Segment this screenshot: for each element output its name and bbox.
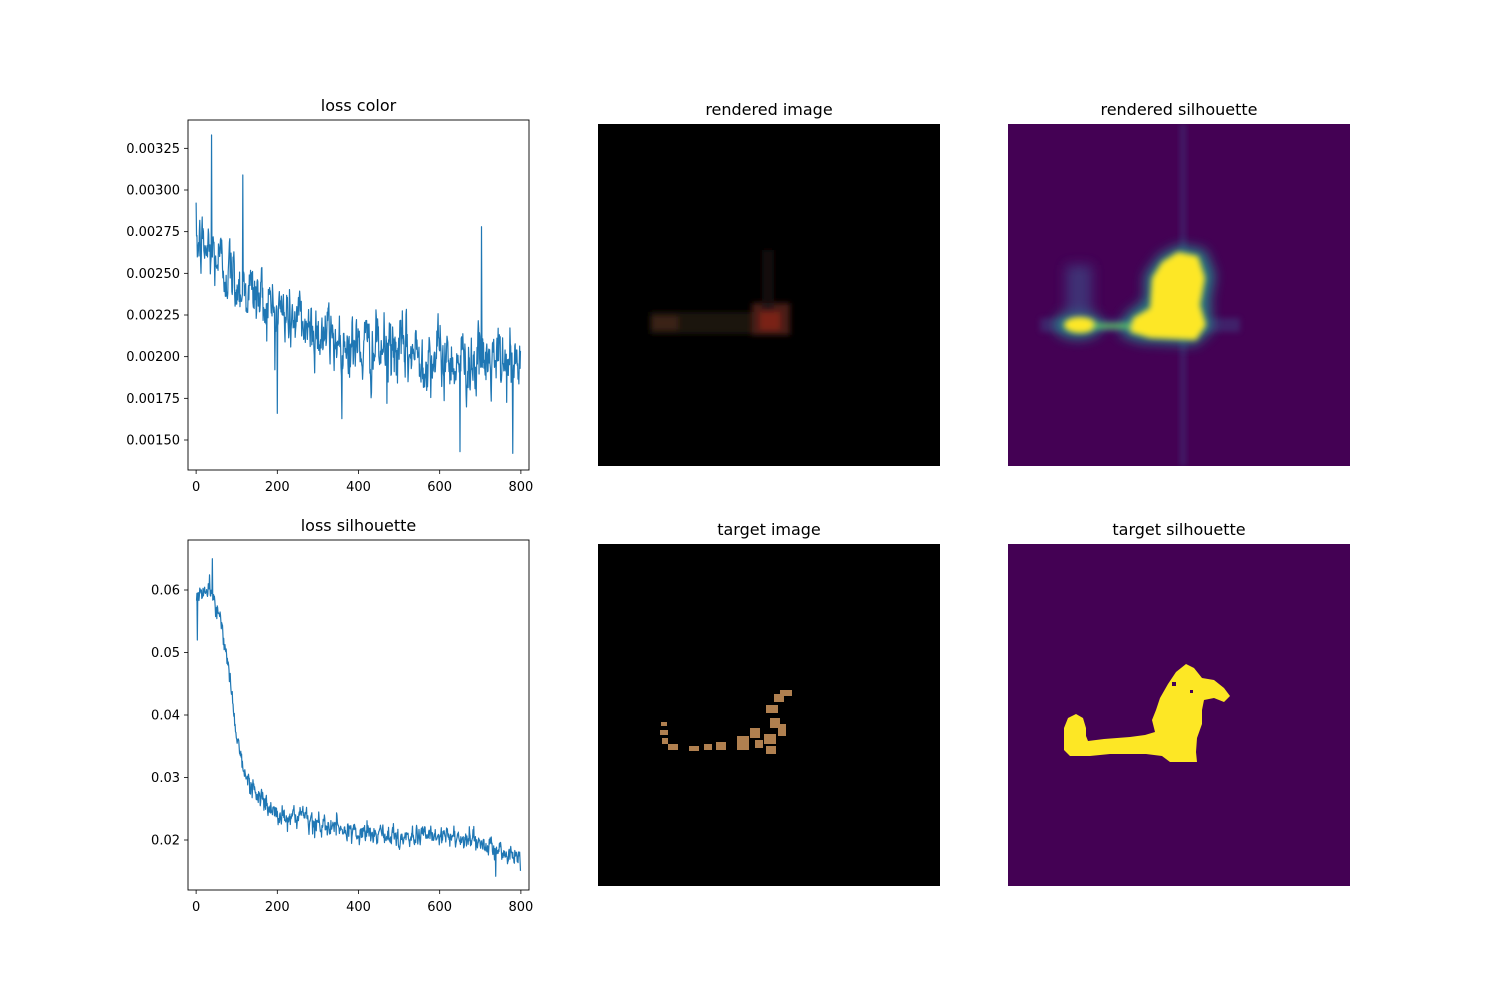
target-image-fragment	[755, 740, 763, 748]
loss-silhouette-y-tick-label: 0.03	[151, 771, 180, 786]
target-image-fragment	[662, 738, 668, 744]
loss-color-title: loss color	[321, 96, 397, 115]
loss-color-x-tick-label: 0	[192, 480, 200, 495]
target-image-fragment	[668, 744, 678, 750]
target-image-fragment	[766, 746, 776, 754]
rendered-image-red-spot	[760, 312, 780, 330]
loss-silhouette-x-tick-label: 400	[346, 900, 371, 915]
target-image-fragment	[766, 705, 778, 713]
target-image-fragment	[770, 718, 780, 728]
target-image-fragment	[660, 730, 668, 735]
loss-color-panel: loss color 0 200 400 600 800 0.00150 0.00175 0.…	[126, 96, 533, 495]
target-image-fragment	[780, 690, 792, 696]
rendered-image-left-blob	[652, 316, 678, 330]
loss-color-y-tick-label: 0.00250	[126, 267, 180, 282]
loss-color-y-tick-label: 0.00175	[126, 392, 180, 407]
rendered-silhouette-left-blob	[1064, 317, 1096, 333]
loss-silhouette-line	[195, 558, 522, 877]
target-silhouette-notch	[1172, 682, 1176, 686]
loss-color-x-tick-label: 400	[346, 480, 371, 495]
loss-color-y-tick-label: 0.00275	[126, 225, 180, 240]
target-image-fragment	[778, 724, 786, 736]
loss-silhouette-y-tick-label: 0.04	[151, 709, 180, 724]
loss-silhouette-x-tick-label: 800	[508, 900, 533, 915]
target-image-fragment	[661, 722, 667, 726]
rendered-silhouette-bridge	[1092, 323, 1132, 329]
loss-silhouette-y-tick-label: 0.05	[151, 646, 180, 661]
loss-silhouette-x-tick-label: 200	[265, 900, 290, 915]
loss-color-y-tick-label: 0.00200	[126, 350, 180, 365]
loss-color-y-tick-label: 0.00325	[126, 142, 180, 157]
loss-color-x-tick-label: 800	[508, 480, 533, 495]
target-image-content	[660, 690, 792, 754]
loss-silhouette-y-tick-label: 0.06	[151, 584, 180, 599]
loss-color-y-tick-label: 0.00150	[126, 434, 180, 449]
target-image-title: target image	[717, 520, 821, 539]
rendered-silhouette-title: rendered silhouette	[1100, 100, 1257, 119]
target-silhouette-shape	[1064, 664, 1230, 762]
target-image-fragment	[716, 742, 726, 750]
rendered-image-column	[762, 250, 774, 310]
loss-color-y-tick-label: 0.00300	[126, 184, 180, 199]
rendered-image-content	[650, 250, 790, 335]
loss-color-line	[195, 134, 522, 454]
target-silhouette-panel: target silhouette	[1008, 520, 1350, 886]
loss-color-x-tick-label: 600	[427, 480, 452, 495]
target-image-fragment	[774, 694, 784, 702]
rendered-image-title: rendered image	[705, 100, 832, 119]
target-image-fragment	[737, 736, 749, 750]
loss-color-ticks: 0 200 400 600 800 0.00150 0.00175 0.00200 0.0022…	[126, 142, 533, 495]
loss-color-axes-frame	[187, 119, 530, 471]
target-image-fragment	[750, 728, 760, 738]
loss-silhouette-y-tick-label: 0.02	[151, 834, 180, 849]
target-silhouette-notch	[1190, 690, 1193, 693]
loss-silhouette-title: loss silhouette	[301, 516, 417, 535]
rendered-silhouette-halo-left-column	[1066, 265, 1092, 320]
loss-color-y-tick-label: 0.00225	[126, 309, 180, 324]
loss-silhouette-x-tick-label: 600	[427, 900, 452, 915]
target-image-fragment	[704, 744, 712, 750]
target-image-fragment	[689, 746, 699, 751]
target-image-panel: target image	[598, 520, 940, 886]
loss-color-x-tick-label: 200	[265, 480, 290, 495]
rendered-silhouette-panel: rendered silhouette	[1008, 100, 1350, 466]
loss-silhouette-ticks: 0 200 400 600 800 0.02 0.03 0.04 0.05 0.06	[151, 584, 533, 916]
loss-silhouette-panel: loss silhouette 0 200 400 600 800 0.02 0.03 0.0…	[151, 516, 533, 915]
rendered-image-panel: rendered image	[598, 100, 940, 466]
target-image-fragment	[764, 734, 776, 744]
loss-silhouette-x-tick-label: 0	[192, 900, 200, 915]
target-silhouette-title: target silhouette	[1112, 520, 1245, 539]
rendered-silhouette-main-body	[1130, 252, 1206, 340]
target-image-canvas	[598, 544, 940, 886]
rendered-silhouette-shape	[1064, 252, 1206, 340]
loss-silhouette-axes-frame	[187, 539, 530, 891]
